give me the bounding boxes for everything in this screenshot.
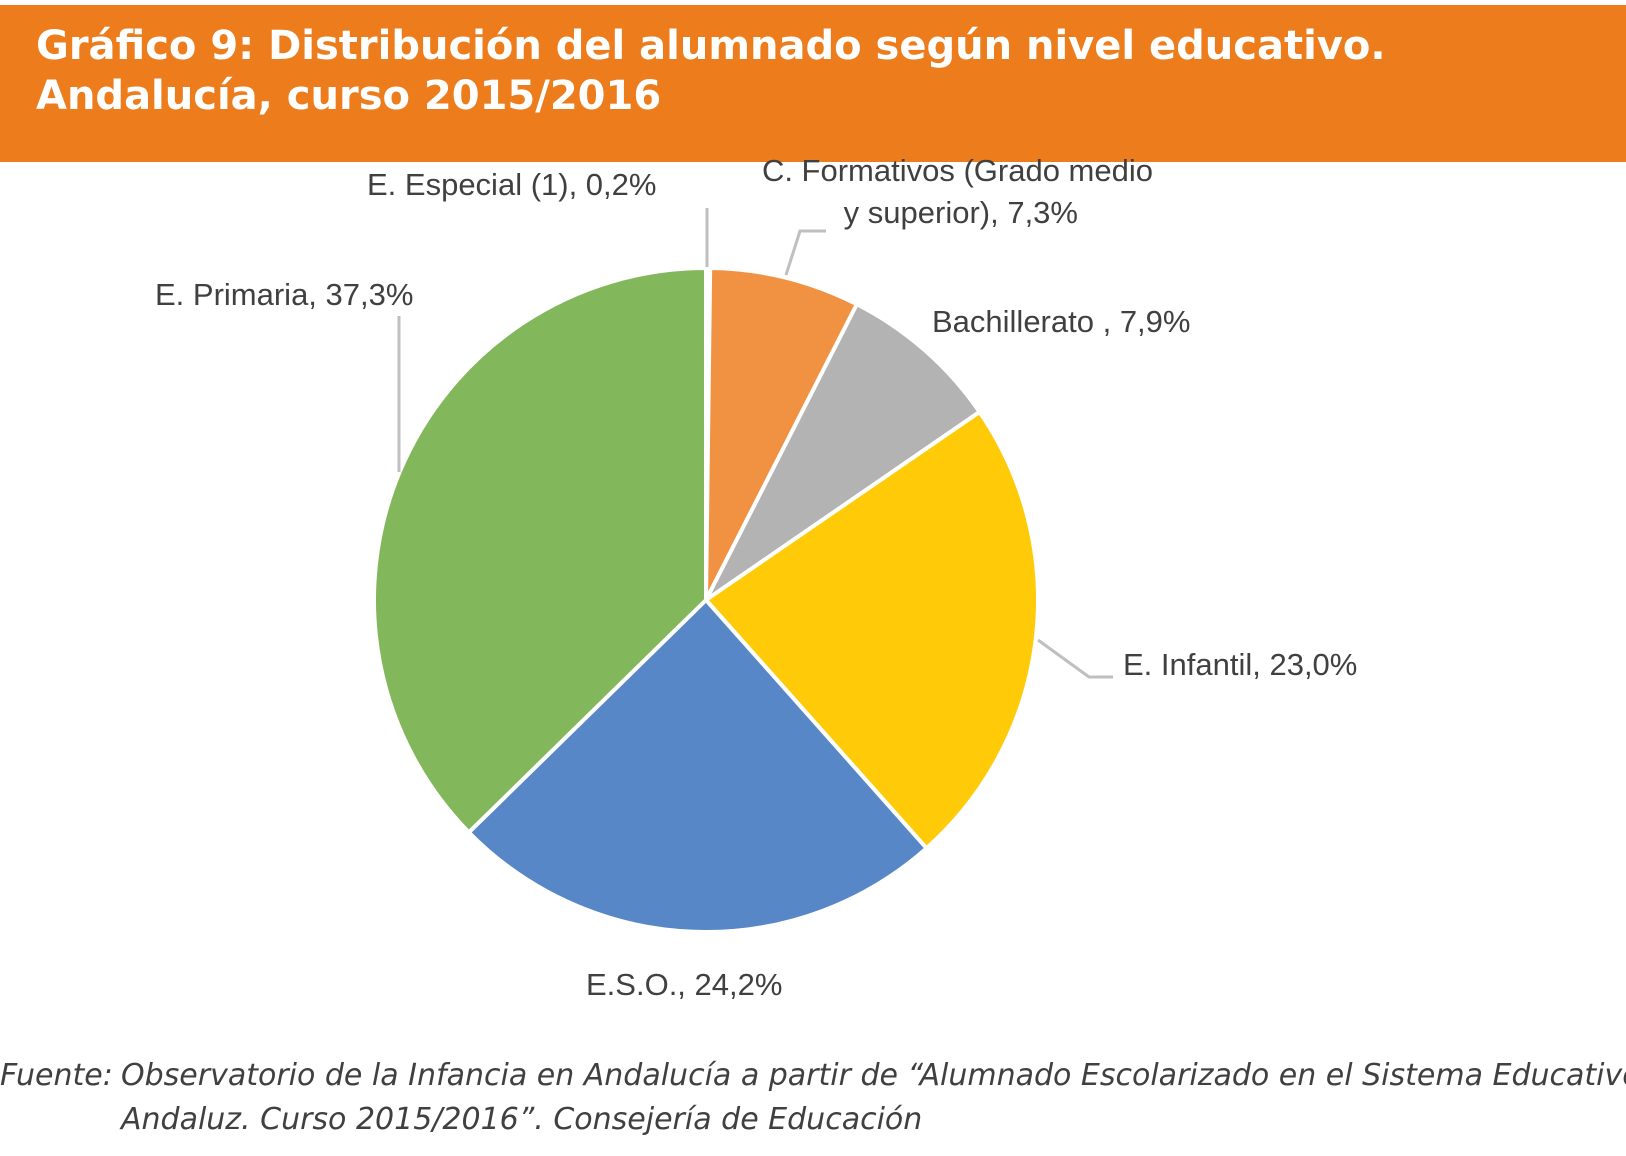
slice-label-1-line-1: y superior), 7,3% (844, 195, 1078, 230)
pie-slice-1 (704, 266, 859, 602)
chart-title-banner: Gráfico 9: Distribución del alumnado seg… (0, 5, 1626, 162)
source-label: Fuente: (0, 1058, 113, 1093)
leader-line-1 (784, 229, 826, 276)
slice-label-1-line-0: C. Formativos (Grado medio (762, 153, 1153, 188)
slice-label-4-line-0: E.S.O., 24,2% (586, 967, 782, 1002)
slice-labels: E. Especial (1), 0,2% C. Formativos (Grad… (155, 153, 1357, 1002)
leader-line-3 (1037, 638, 1113, 679)
slice-label-3-line-0: E. Infantil, 23,0% (1123, 647, 1357, 682)
source-note: Fuente: Observatorio de la Infancia en A… (0, 1054, 1626, 1144)
chart-title-line-1: Gráfico 9: Distribución del alumnado seg… (36, 23, 1386, 69)
source-text-line-2: Andaluz. Curso 2015/2016”. Consejería de… (121, 1102, 923, 1137)
leader-lines (397, 208, 1113, 679)
pie-chart: E. Especial (1), 0,2% C. Formativos (Grad… (155, 153, 1357, 1002)
chart-title-line-2: Andalucía, curso 2015/2016 (36, 73, 662, 119)
pie-slice-4 (466, 598, 929, 934)
slice-label-2-line-0: Bachillerato , 7,9% (932, 304, 1190, 339)
source-text-line-1: Observatorio de la Infancia en Andalucía… (121, 1058, 1626, 1093)
pie-slice-3 (704, 409, 1040, 851)
slice-label-0-line-0: E. Especial (1), 0,2% (367, 167, 656, 202)
pie-slice-2 (704, 302, 982, 602)
slice-label-5-line-0: E. Primaria, 37,3% (155, 277, 413, 312)
pie-slices (372, 266, 1040, 934)
